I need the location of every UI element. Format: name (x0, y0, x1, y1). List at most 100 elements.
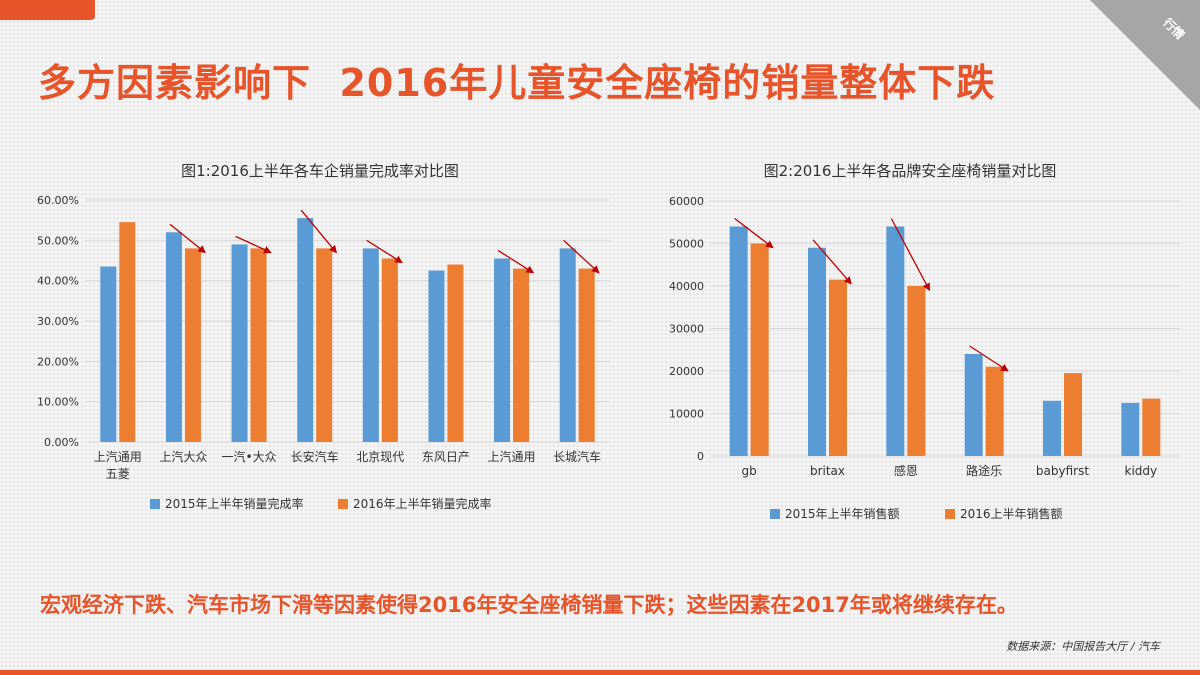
decline-arrow (366, 239, 403, 264)
chart-brand-sales: 图2:2016上半年各品牌安全座椅销量对比图 0 10000 20000 30000 4… (630, 150, 1190, 550)
bar-2015 (559, 248, 576, 442)
bar-2015 (808, 247, 826, 456)
x-tick-label: 长安汽车 (291, 449, 339, 464)
y-tick-label: 10.00% (37, 396, 79, 409)
decline-arrow (890, 218, 930, 292)
legend-label: 2015年上半年销量完成率 (165, 496, 304, 511)
x-tick-label-line: 长安汽车 (291, 449, 339, 464)
chart-completion-rate-svg: 0.00% 10.00% 20.00% 30.00% 40.00% 50.00% 60.00… (37, 194, 610, 511)
bar-2016 (1064, 373, 1082, 456)
x-tick-label-line: babyfirst (1036, 464, 1089, 478)
bar-2015 (1043, 400, 1061, 456)
source-note: 数据来源：中国报告大厅 / 汽车 (1006, 640, 1160, 653)
decline-arrow (969, 345, 1009, 372)
x-tick-label: 上汽通用五菱 (94, 449, 142, 481)
decline-arrow (563, 239, 600, 274)
x-tick-label: 北京现代 (356, 450, 404, 464)
legend-label: 2016年上半年销量完成率 (353, 496, 492, 511)
x-tick-label-line: 感恩 (894, 463, 918, 478)
bar-2015 (165, 232, 182, 442)
decline-arrow (812, 239, 852, 285)
y-tick-label: 10000 (669, 408, 704, 421)
x-tick-label: 一汽•大众 (222, 449, 277, 464)
page-title: 多方因素影响下 2016年儿童安全座椅的销量整体下跌 (38, 61, 996, 105)
bar-2015 (362, 248, 379, 442)
bar-2015 (428, 270, 445, 442)
x-tick-label-line: 上汽大众 (159, 449, 207, 464)
legend-swatch-2015 (770, 509, 780, 519)
legend-label: 2016上半年销售额 (960, 506, 1063, 521)
x-tick-label: 东风日产 (422, 450, 470, 464)
bar-2015 (964, 354, 983, 456)
y-tick-label: 50000 (669, 238, 704, 251)
bar-2015 (231, 244, 248, 442)
x-tick-label: gb (742, 464, 757, 478)
x-tick-label: 路途乐 (966, 463, 1002, 478)
conclusion-text: 宏观经济下跌、汽车市场下滑等因素使得2016年安全座椅销量下跌；这些因素在201… (40, 593, 1018, 617)
bottom-accent-bar (0, 670, 1200, 675)
x-tick-label-line: 东风日产 (422, 450, 470, 464)
y-tick-label: 0.00% (44, 436, 79, 449)
corner-ribbon: 行情 (1090, 0, 1200, 110)
decline-arrow (235, 235, 272, 254)
corner-triangle-shape (1090, 0, 1200, 110)
x-tick-label-line: britax (810, 464, 845, 478)
bar-2016 (250, 248, 267, 442)
chart-title: 图1:2016上半年各车企销量完成率对比图 (181, 162, 459, 180)
x-tick-label-line: 上汽通用 (94, 449, 142, 464)
x-tick-label-line: 上汽通用 (488, 449, 536, 464)
bar-2015 (729, 226, 748, 456)
legend-swatch-2016 (338, 499, 348, 509)
x-tick-label-line: 五菱 (106, 467, 130, 481)
bar-2016 (513, 268, 530, 442)
y-tick-label: 60000 (669, 195, 704, 208)
y-tick-label: 60.00% (37, 194, 79, 207)
bar-2016 (119, 222, 136, 442)
y-tick-label: 20.00% (37, 355, 79, 368)
y-tick-label: 50.00% (37, 234, 79, 247)
y-tick-label: 30000 (669, 323, 704, 336)
legend-swatch-2016 (945, 509, 955, 519)
x-tick-label: kiddy (1125, 464, 1158, 478)
bar-2015 (886, 226, 905, 456)
chart-brand-sales-svg: 0 10000 20000 30000 40000 50000 60000 gb britax 感… (669, 195, 1180, 521)
legend-label: 2015年上半年销售额 (785, 506, 900, 521)
bar-2016 (381, 258, 398, 442)
bar-2015 (1121, 402, 1140, 456)
decline-arrow (734, 217, 774, 249)
x-tick-label: 感恩 (894, 463, 918, 478)
y-tick-label: 20000 (669, 365, 704, 378)
decline-arrow (300, 209, 338, 254)
bar-2016 (829, 279, 847, 456)
bar-2016 (184, 248, 201, 442)
bar-2016 (750, 243, 769, 456)
top-accent-tab (0, 0, 95, 20)
x-tick-label-line: 长城汽车 (553, 449, 601, 464)
y-tick-label: 40.00% (37, 275, 79, 288)
bar-2016 (447, 264, 464, 442)
x-tick-label-line: 北京现代 (356, 450, 404, 464)
chart-completion-rate: 图1:2016上半年各车企销量完成率对比图 0.00% 10.00% 20.00% 3… (20, 150, 620, 550)
bar-2015 (100, 266, 117, 442)
bar-2016 (1142, 398, 1161, 456)
y-tick-label: 0 (697, 450, 704, 463)
y-tick-label: 30.00% (37, 315, 79, 328)
x-tick-label: babyfirst (1036, 464, 1089, 478)
bar-2015 (494, 258, 511, 442)
x-tick-label: britax (810, 464, 845, 478)
bar-2016 (907, 286, 926, 456)
x-tick-label-line: 路途乐 (966, 463, 1002, 478)
x-tick-label-line: kiddy (1125, 464, 1158, 478)
x-tick-label: 上汽通用 (488, 449, 536, 464)
chart-title: 图2:2016上半年各品牌安全座椅销量对比图 (763, 162, 1057, 180)
y-tick-label: 40000 (669, 280, 704, 293)
decline-arrow (169, 223, 206, 254)
legend-swatch-2015 (150, 499, 160, 509)
x-tick-label: 上汽大众 (159, 449, 207, 464)
x-tick-label-line: 一汽•大众 (222, 449, 277, 464)
x-tick-label-line: gb (742, 464, 757, 478)
bar-2016 (578, 268, 595, 442)
bar-2016 (316, 248, 333, 442)
bar-2016 (985, 366, 1004, 456)
bar-2015 (297, 218, 314, 442)
